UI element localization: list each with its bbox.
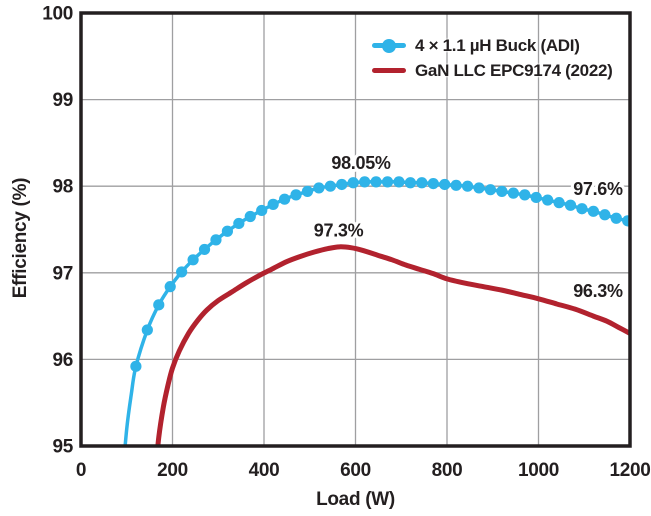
x-tick-label: 800 [432,460,463,481]
x-tick-label: 1000 [518,460,559,481]
y-tick-label: 100 [42,4,73,25]
series-marker-0 [553,197,565,209]
series-marker-0 [233,217,245,230]
series-marker-0 [359,176,371,188]
series-marker-0 [176,266,188,278]
series-marker-0 [381,176,394,188]
plot-border [79,11,632,448]
y-tick-label: 96 [52,350,73,371]
series-marker-0 [164,281,176,293]
x-tick-label: 200 [157,460,188,481]
series-marker-0 [370,176,382,188]
series-marker-0 [610,212,622,224]
series-marker-0 [130,360,142,372]
series-line-0 [123,180,630,446]
series-marker-0 [336,178,348,191]
annotation-label: 97.6% [573,179,623,199]
series-marker-0 [404,177,416,189]
series-marker-0 [416,177,428,189]
x-tick-label: 600 [340,460,371,481]
series-marker-0 [187,254,199,266]
y-tick-label: 98 [52,177,73,198]
series-marker-0 [290,189,302,201]
annotation-label: 97.3% [314,220,364,240]
series-marker-0 [347,177,359,189]
series-marker-0 [587,205,600,217]
series-marker-0 [461,180,474,192]
series-1 [155,244,630,446]
series-marker-0 [153,299,165,311]
series-marker-0 [141,324,153,336]
gridlines [81,13,630,446]
series-marker-0 [244,210,256,223]
series-marker-0 [324,180,336,192]
legend-label-buck: 4 × 1.1 µH Buck (ADI) [415,35,580,55]
x-tick-label: 1200 [609,460,650,481]
series-marker-0 [393,176,405,188]
x-tick-label: 400 [249,460,280,481]
legend-marker-line-dot-icon [372,38,406,53]
annotation-label: 96.3% [573,281,623,301]
series-marker-0 [256,204,268,217]
series-marker-0 [576,203,588,215]
legend-item-buck: 4 × 1.1 µH Buck (ADI) [372,34,612,57]
series-marker-0 [496,185,508,197]
chart-legend: 4 × 1.1 µH Buck (ADI) GaN LLC EPC9174 (2… [372,34,613,82]
y-tick-label: 99 [52,90,73,111]
x-tick-label: 0 [76,460,86,481]
legend-item-gan-llc: GaN LLC EPC9174 (2022) [372,59,613,82]
series-marker-0 [221,225,233,237]
series-line-1 [155,244,630,446]
y-tick-label: 97 [52,263,73,284]
y-axis-title: Efficiency (%) [10,177,31,299]
series-marker-0 [450,179,462,191]
series-marker-0 [542,194,554,206]
annotation-label: 98.05% [331,153,391,173]
series-marker-0 [622,215,630,227]
legend-label-gan-llc: GaN LLC EPC9174 (2022) [415,60,613,80]
series-marker-0 [530,191,542,204]
series-marker-0 [267,198,279,210]
series-marker-0 [198,243,211,256]
series-marker-0 [427,178,439,190]
series-marker-0 [564,199,577,211]
series-marker-0 [313,182,325,194]
y-tick-label: 95 [52,437,73,458]
series-0 [123,176,630,446]
series-marker-0 [484,184,497,196]
series-marker-0 [599,209,611,221]
series-marker-0 [439,178,451,191]
series-marker-0 [473,182,485,194]
legend-marker-line-icon [372,68,406,73]
series-marker-0 [210,234,222,246]
series-marker-0 [519,189,531,201]
legend-dot-icon [382,38,396,53]
x-axis-title: Load (W) [316,489,395,510]
series-marker-0 [301,185,314,197]
series-marker-0 [278,193,291,205]
series-marker-0 [507,187,519,199]
